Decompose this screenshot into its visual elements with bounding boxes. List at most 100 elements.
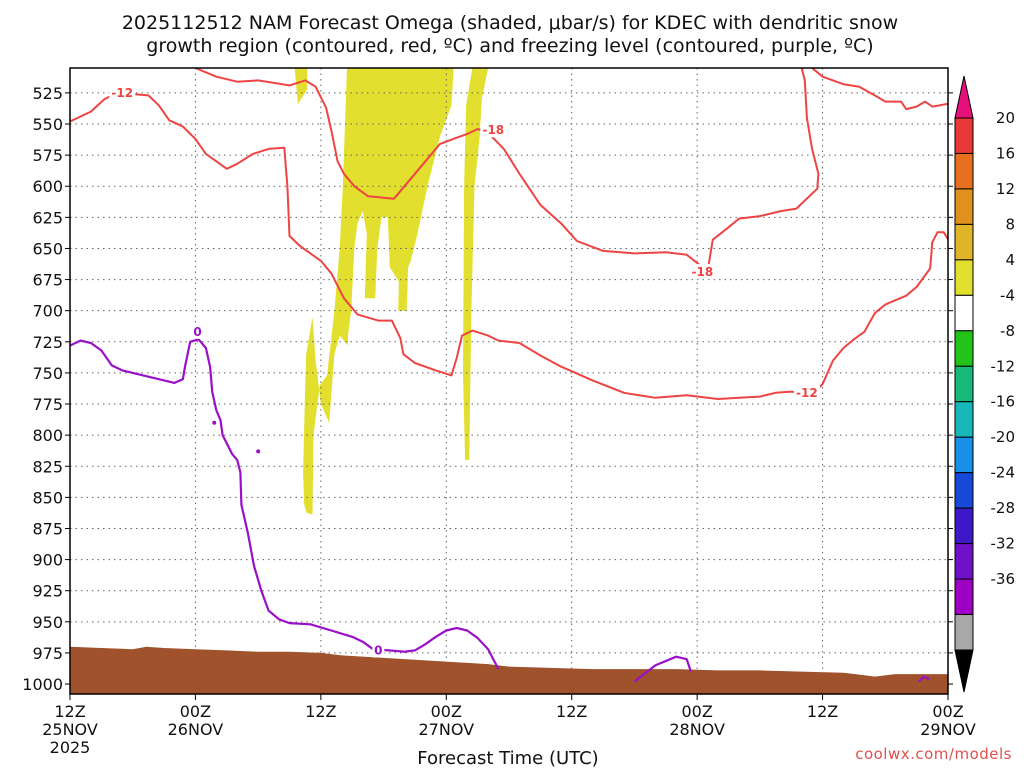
plot-frame	[69, 67, 949, 695]
freezing-contour-0	[70, 338, 500, 670]
chart-title-line2: growth region (contoured, red, ºC) and f…	[146, 35, 873, 57]
colorbar-box-13	[954, 578, 974, 616]
dgz-contour-1	[195, 68, 704, 268]
freezing-level-contours	[70, 338, 930, 683]
dgz-label-0: -12	[111, 86, 133, 100]
omega-shading	[294, 68, 489, 515]
y-tick-label-925: 925	[32, 582, 63, 601]
y-tick-label-900: 900	[32, 551, 63, 570]
colorbar-top-arrow	[954, 75, 974, 119]
freezing-label-bg-1	[372, 642, 385, 658]
contour-labels: -12 -18 -18 -12 0 0	[109, 84, 820, 658]
dgz-label-3: -12	[796, 386, 818, 400]
colorbar-box-1	[954, 152, 974, 190]
colorbar-box-6	[954, 330, 974, 367]
colorbar-box-11	[954, 507, 974, 545]
colorbar-box-14	[954, 614, 974, 651]
freezing-blob-1	[256, 449, 261, 454]
x-tick-label-72: 12Z	[807, 702, 838, 721]
colorbar-label-13: -36	[991, 570, 1016, 588]
y-tick-label-725: 725	[32, 333, 63, 352]
colorbar-label-5: -4	[1000, 286, 1015, 304]
dgz-label-1: -18	[482, 123, 504, 137]
chart-title-line1: 2025112512 NAM Forecast Omega (shaded, μ…	[122, 12, 898, 34]
dgz-label-2: -18	[692, 265, 714, 279]
y-tick-label-875: 875	[32, 519, 63, 538]
colorbar-box-12	[954, 543, 974, 580]
colorbar-label-12: -32	[991, 535, 1016, 553]
x-tick-date-84: 29NOV	[920, 720, 976, 739]
colorbar-box-4	[954, 259, 974, 296]
x-tick-label-24: 12Z	[305, 702, 336, 721]
y-tick-label-825: 825	[32, 457, 63, 476]
freezing-blob-0	[212, 420, 217, 425]
y-tick-label-750: 750	[32, 364, 63, 383]
y-tick-label-675: 675	[32, 271, 63, 290]
x-axis-label: Forecast Time (UTC)	[417, 748, 598, 768]
y-tick-label-700: 700	[32, 302, 63, 321]
y-tick-label-850: 850	[32, 488, 63, 507]
x-tick-label-84: 00Z	[932, 702, 963, 721]
colorbar-box-5	[954, 294, 974, 332]
x-tick-label-12: 00Z	[180, 702, 211, 721]
colorbar-box-9	[954, 436, 974, 474]
omega-region-0	[294, 68, 308, 105]
y-tick-label-775: 775	[32, 395, 63, 414]
plot-area: -12 -18 -18 -12 0 0	[69, 67, 949, 695]
colorbar-label-10: -24	[991, 464, 1016, 482]
omega-region-1	[303, 68, 454, 515]
dgz-label-bg-1	[480, 122, 507, 138]
x-tick-label-0: 12Z	[54, 702, 85, 721]
colorbar-label-6: -8	[1000, 322, 1015, 340]
colorbar-label-9: -20	[991, 428, 1016, 446]
colorbar: 20 16 12 8 4 -4 -8 -12 -16 -20 -24 -28 -32 -36	[954, 75, 1016, 693]
freezing-label-0: 0	[193, 325, 201, 339]
omega-region-3	[398, 236, 409, 311]
x-tick-label-36: 00Z	[431, 702, 462, 721]
credit-text: coolwx.com/models	[855, 745, 1012, 763]
colorbar-label-0: 20	[996, 109, 1015, 127]
colorbar-bottom-arrow	[954, 649, 974, 693]
terrain-fill	[70, 646, 948, 694]
colorbar-box-2	[954, 188, 974, 225]
colorbar-box-3	[954, 223, 974, 261]
freezing-contour-1	[633, 655, 692, 683]
x-tick-date-12: 26NOV	[168, 720, 224, 739]
colorbar-label-2: 12	[996, 180, 1015, 198]
y-tick-label-975: 975	[32, 644, 63, 663]
dgz-contour-0	[70, 91, 948, 400]
freezing-label-bg-0	[191, 323, 204, 339]
y-tick-label-550: 550	[32, 115, 63, 134]
y-tick-label-625: 625	[32, 208, 63, 227]
y-tick-label-800: 800	[32, 426, 63, 445]
dgz-label-bg-0	[109, 84, 136, 100]
colorbar-box-8	[954, 401, 974, 438]
colorbar-box-0	[954, 117, 974, 154]
y-tick-label-525: 525	[32, 84, 63, 103]
colorbar-box-7	[954, 365, 974, 403]
x-tick-date-0: 25NOV	[42, 720, 98, 739]
dgz-label-bg-3	[793, 384, 820, 400]
x-tick-year-0: 2025	[50, 738, 91, 757]
y-tick-label-600: 600	[32, 177, 63, 196]
y-axis: 525 550 575 600 625 650 675 700 725 750 775 800 825 8…	[22, 84, 953, 694]
dgz-label-bg-2	[689, 264, 716, 280]
colorbar-label-3: 8	[1005, 215, 1015, 233]
x-tick-date-36: 27NOV	[418, 720, 474, 739]
colorbar-box-10	[954, 472, 974, 509]
terrain-area	[70, 646, 948, 694]
colorbar-label-8: -16	[991, 393, 1016, 411]
y-tick-label-950: 950	[32, 613, 63, 632]
freezing-label-1: 0	[374, 643, 382, 657]
dgz-contours	[70, 68, 948, 400]
y-tick-label-1000: 1000	[22, 675, 63, 694]
freezing-contour-2	[917, 675, 930, 683]
colorbar-label-4: 4	[1005, 251, 1015, 269]
x-tick-label-48: 12Z	[556, 702, 587, 721]
dgz-contour-3	[811, 68, 948, 111]
dgz-contour-2	[706, 68, 820, 272]
colorbar-label-7: -12	[991, 357, 1016, 375]
y-tick-label-650: 650	[32, 239, 63, 258]
